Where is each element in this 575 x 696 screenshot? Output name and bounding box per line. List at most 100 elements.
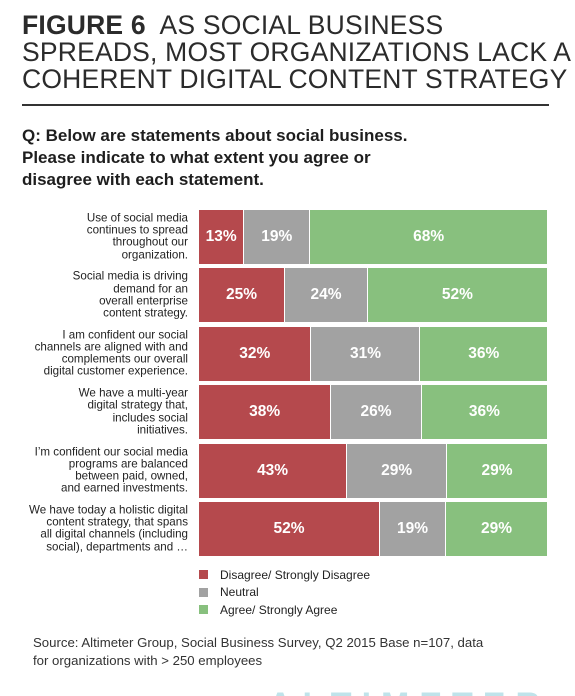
bar-segment: 25% [199,268,286,323]
data-label: 19% [261,228,293,245]
title-line-3: COHERENT DIGITAL CONTENT STRATEGY [22,64,568,94]
category-label-line: I am confident our social [62,328,188,342]
data-label: 29% [381,461,413,479]
chart-legend: Disagree/ Strongly Disagree Neutral Agree/… [199,566,370,619]
stacked-bar: 52% 19% 29% [199,502,547,556]
stacked-bar-chart: Use of social media continues to spread th… [0,210,575,560]
data-label: 36% [468,403,500,421]
bar-segment: 52% [367,268,547,323]
category-label-line: content strategy. [103,306,188,320]
source-note: Source: Altimeter Group, Social Business… [33,634,553,670]
source-line-1: Source: Altimeter Group, Social Business… [33,635,484,650]
question-line-2: Please indicate to what extent you agree… [22,148,371,167]
category-label-line: digital strategy that, [87,398,188,412]
title-divider [22,104,549,106]
category-label-line: I’m confident our social media [34,445,188,459]
bar-segment: 19% [379,502,447,556]
title-line-1: FIGURE 6 AS SOCIAL BUSINESS [22,12,557,39]
category-label-line: social), departments and … [46,540,188,554]
category-label: I’m confident our social media programs a… [8,445,188,495]
category-label-line: throughout our [112,236,188,249]
source-line-2: for organizations with > 250 employees [33,653,263,668]
category-label-line: Social media is driving [72,269,188,283]
chart-row: Social media is driving demand for an over… [0,268,575,323]
chart-row: Use of social media continues to spread th… [0,210,575,264]
legend-item: Agree/ Strongly Agree [199,601,370,619]
category-label-line: and earned investments. [61,481,188,495]
altimeter-logo: ALTIMETER [268,688,550,696]
data-label: 68% [413,228,445,245]
category-label-line: overall enterprise [99,294,188,308]
category-label-line: between paid, owned, [75,469,188,483]
legend-label: Disagree/ Strongly Disagree [220,567,371,582]
data-label: 36% [468,344,500,362]
data-label: 26% [360,403,392,421]
title-line-2: SPREADS, MOST ORGANIZATIONS LACK A [22,37,572,67]
data-label: 25% [226,286,258,304]
bar-segment: 24% [285,268,368,323]
category-label: I am confident our social channels are al… [8,329,188,378]
category-label-line: channels are aligned with and [34,340,188,354]
category-label: Use of social media continues to spread th… [8,212,188,262]
category-label-line: We have today a holistic digital [29,503,188,517]
category-label: We have today a holistic digital content … [8,503,188,554]
legend-swatch [199,605,208,615]
category-label-line: includes social [112,411,188,425]
data-label: 52% [441,286,473,304]
data-label: 52% [273,520,305,537]
bar-segment: 29% [347,443,448,498]
category-label-line: programs are balanced [68,457,188,471]
category-label-line: complements our overall [61,352,188,366]
bar-segment: 13% [199,210,245,264]
legend-swatch [199,587,208,597]
bar-segment: 19% [244,210,311,264]
data-label: 43% [257,461,289,479]
bar-segment: 29% [446,502,547,556]
data-label: 24% [310,286,342,304]
stacked-bar: 32% 31% 36% [199,326,547,381]
legend-item: Disagree/ Strongly Disagree [199,566,370,584]
figure-label: FIGURE 6 [22,10,146,40]
question-line-1: Q: Below are statements about social bus… [22,126,408,145]
legend-label: Neutral [220,585,259,600]
legend-item: Neutral [199,584,370,602]
stacked-bar: 43% 29% 29% [199,443,547,498]
bar-segment: 38% [199,385,332,440]
survey-question: Q: Below are statements about social bus… [22,125,462,191]
legend-swatch [199,570,208,580]
data-label: 31% [349,344,381,362]
data-label: 38% [249,403,281,421]
title-line-1-text: AS SOCIAL BUSINESS [159,10,444,40]
category-label-line: content strategy, that spans [46,515,188,529]
category-label-line: organization. [121,248,188,262]
bar-segment: 32% [199,326,312,381]
stacked-bar: 13% 19% 68% [199,210,547,264]
data-label: 32% [239,344,271,362]
category-label-line: digital customer experience. [43,365,188,378]
bar-segment: 52% [199,502,380,556]
data-label: 13% [205,228,237,245]
chart-row: We have a multi-year digital strategy tha… [0,385,575,440]
logo-text: ALTIMETER [268,688,550,696]
bar-segment: 29% [447,443,547,498]
category-label-line: demand for an [113,282,188,296]
stacked-bar: 25% 24% 52% [199,268,547,323]
stacked-bar: 38% 26% 36% [199,385,547,440]
category-label: We have a multi-year digital strategy tha… [8,386,188,437]
chart-row: I’m confident our social media programs a… [0,443,575,498]
data-label: 29% [481,461,513,479]
legend-label: Agree/ Strongly Agree [220,602,338,617]
chart-row: I am confident our social channels are al… [0,326,575,381]
chart-row: We have today a holistic digital content … [0,502,575,556]
data-label: 19% [396,520,429,537]
category-label: Social media is driving demand for an over… [8,269,188,320]
bar-segment: 36% [421,385,547,440]
bar-segment: 43% [199,443,348,498]
category-label-line: initiatives. [137,423,188,437]
data-label: 29% [481,520,513,537]
bar-segment: 26% [331,385,422,440]
category-label-line: We have a multi-year [78,386,188,400]
figure-title: FIGURE 6 AS SOCIAL BUSINESS SPREADS, MOS… [22,12,572,94]
bar-segment: 36% [420,326,547,381]
category-label-line: continues to spread [86,223,188,237]
